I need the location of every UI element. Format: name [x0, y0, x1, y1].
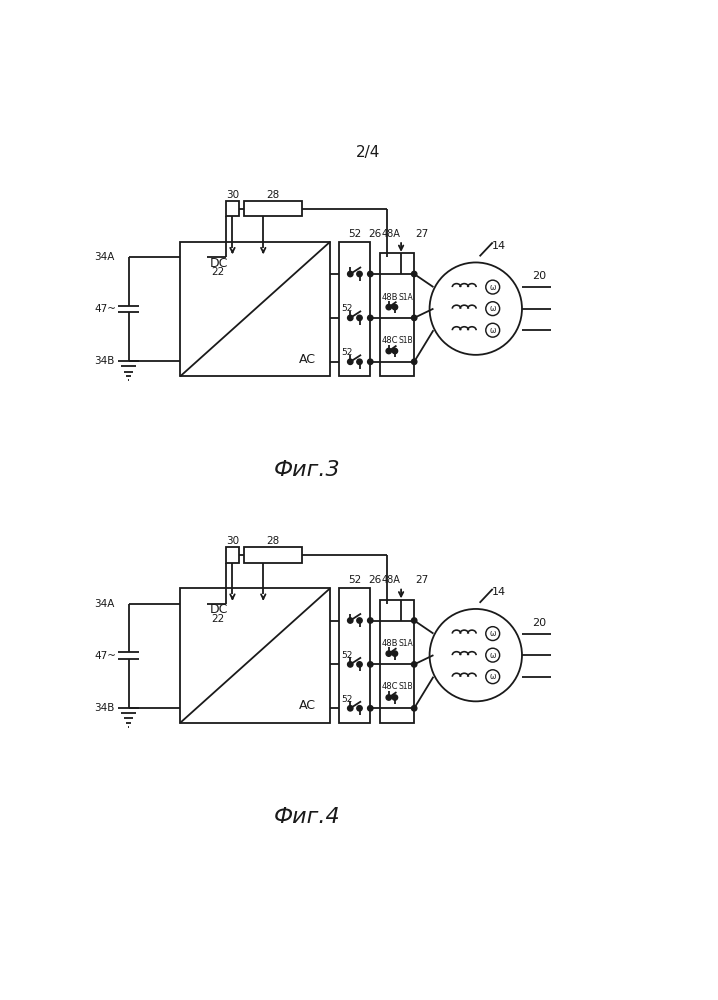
Text: ω: ω	[490, 283, 496, 292]
Bar	[244, 547, 302, 563]
Circle shape	[368, 706, 373, 711]
Bar	[340, 588, 370, 723]
Circle shape	[486, 302, 500, 316]
Text: S1A: S1A	[398, 639, 413, 648]
Bar	[180, 242, 330, 376]
Circle shape	[368, 662, 373, 667]
Text: 48C: 48C	[382, 336, 398, 345]
Circle shape	[386, 304, 391, 310]
Text: S1B: S1B	[398, 336, 413, 345]
Text: 34A: 34A	[94, 599, 115, 609]
Bar	[380, 600, 414, 723]
Text: 48A: 48A	[381, 575, 400, 585]
Circle shape	[411, 359, 417, 364]
Bar	[180, 588, 330, 723]
Circle shape	[486, 648, 500, 662]
Circle shape	[348, 271, 353, 277]
Circle shape	[392, 651, 398, 656]
Circle shape	[386, 348, 391, 354]
Text: 2/4: 2/4	[356, 145, 380, 160]
Text: ω: ω	[490, 672, 496, 681]
Circle shape	[392, 695, 398, 700]
Bar	[225, 201, 239, 216]
Circle shape	[486, 280, 500, 294]
Text: 30: 30	[226, 536, 239, 546]
Text: 52: 52	[348, 229, 361, 239]
Bar	[340, 242, 370, 376]
Text: 47~: 47~	[94, 304, 116, 314]
Text: DC: DC	[210, 603, 228, 616]
Text: 14: 14	[492, 241, 506, 251]
Text: 52: 52	[341, 695, 353, 704]
Circle shape	[411, 662, 417, 667]
Circle shape	[429, 609, 522, 701]
Circle shape	[348, 618, 353, 623]
Text: 28: 28	[266, 536, 279, 546]
Text: ω: ω	[490, 629, 496, 638]
Circle shape	[357, 315, 362, 321]
Circle shape	[357, 618, 362, 623]
Text: 26: 26	[368, 575, 381, 585]
Text: 48B: 48B	[382, 639, 398, 648]
Text: AC: AC	[299, 699, 316, 712]
Text: 22: 22	[212, 267, 225, 277]
Circle shape	[486, 323, 500, 337]
Circle shape	[386, 651, 391, 656]
Text: Фиг.3: Фиг.3	[274, 460, 340, 480]
Text: 52: 52	[341, 651, 353, 660]
Text: DC: DC	[210, 257, 228, 270]
Circle shape	[392, 304, 398, 310]
Text: 48C: 48C	[382, 682, 398, 691]
Text: ω: ω	[490, 304, 496, 313]
Text: 20: 20	[532, 271, 546, 281]
Text: AC: AC	[299, 353, 316, 366]
Circle shape	[357, 662, 362, 667]
Circle shape	[348, 315, 353, 321]
Circle shape	[386, 695, 391, 700]
Text: 22: 22	[212, 614, 225, 624]
Circle shape	[411, 706, 417, 711]
Circle shape	[392, 348, 398, 354]
Circle shape	[368, 359, 373, 364]
Text: 14: 14	[492, 587, 506, 597]
Text: 26: 26	[368, 229, 381, 239]
Text: 52: 52	[341, 304, 353, 313]
Text: 48A: 48A	[381, 229, 400, 239]
Text: S1A: S1A	[398, 293, 413, 302]
Text: 52: 52	[341, 348, 353, 357]
Text: 34B: 34B	[94, 703, 115, 713]
Circle shape	[357, 271, 362, 277]
Text: 34B: 34B	[94, 356, 115, 366]
Text: S1B: S1B	[398, 682, 413, 691]
Circle shape	[348, 662, 353, 667]
Circle shape	[348, 359, 353, 364]
Circle shape	[429, 262, 522, 355]
Bar	[225, 547, 239, 563]
Bar	[244, 201, 302, 216]
Text: 27: 27	[415, 229, 429, 239]
Circle shape	[486, 627, 500, 641]
Circle shape	[411, 618, 417, 623]
Text: 27: 27	[415, 575, 429, 585]
Circle shape	[411, 315, 417, 321]
Text: 28: 28	[266, 190, 279, 200]
Circle shape	[348, 706, 353, 711]
Circle shape	[368, 315, 373, 321]
Text: 30: 30	[226, 190, 239, 200]
Circle shape	[486, 670, 500, 684]
Text: ω: ω	[490, 326, 496, 335]
Circle shape	[357, 359, 362, 364]
Bar	[380, 253, 414, 376]
Circle shape	[411, 271, 417, 277]
Text: 47~: 47~	[94, 651, 116, 661]
Text: ω: ω	[490, 651, 496, 660]
Circle shape	[357, 706, 362, 711]
Text: 20: 20	[532, 618, 546, 628]
Text: 52: 52	[348, 575, 361, 585]
Text: 34A: 34A	[94, 252, 115, 262]
Text: 48B: 48B	[382, 293, 398, 302]
Text: Фиг.4: Фиг.4	[274, 807, 340, 827]
Circle shape	[368, 618, 373, 623]
Circle shape	[368, 271, 373, 277]
